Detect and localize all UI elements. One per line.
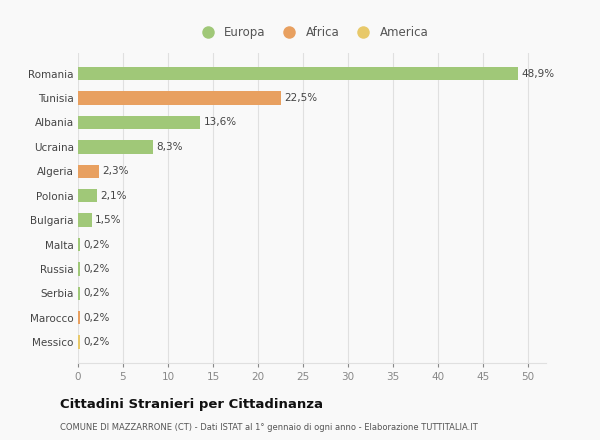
Text: 0,2%: 0,2% [83,264,110,274]
Text: 22,5%: 22,5% [284,93,317,103]
Bar [78,67,518,81]
Text: COMUNE DI MAZZARRONE (CT) - Dati ISTAT al 1° gennaio di ogni anno - Elaborazione: COMUNE DI MAZZARRONE (CT) - Dati ISTAT a… [60,423,478,432]
Text: 0,2%: 0,2% [83,337,110,347]
Text: 0,2%: 0,2% [83,313,110,323]
Bar [78,286,80,300]
Bar [78,92,281,105]
Bar [78,140,152,154]
Text: 1,5%: 1,5% [95,215,122,225]
Bar [78,165,98,178]
Legend: Europa, Africa, America: Europa, Africa, America [191,22,433,44]
Bar [78,262,80,275]
Text: 0,2%: 0,2% [83,288,110,298]
Bar [78,189,97,202]
Text: 2,3%: 2,3% [102,166,129,176]
Bar [78,335,80,349]
Bar [78,238,80,251]
Text: 13,6%: 13,6% [204,117,237,128]
Text: 2,1%: 2,1% [101,191,127,201]
Bar [78,213,91,227]
Text: 0,2%: 0,2% [83,239,110,249]
Text: Cittadini Stranieri per Cittadinanza: Cittadini Stranieri per Cittadinanza [60,398,323,411]
Bar [78,116,200,129]
Text: 48,9%: 48,9% [522,69,555,79]
Bar [78,311,80,324]
Text: 8,3%: 8,3% [156,142,183,152]
